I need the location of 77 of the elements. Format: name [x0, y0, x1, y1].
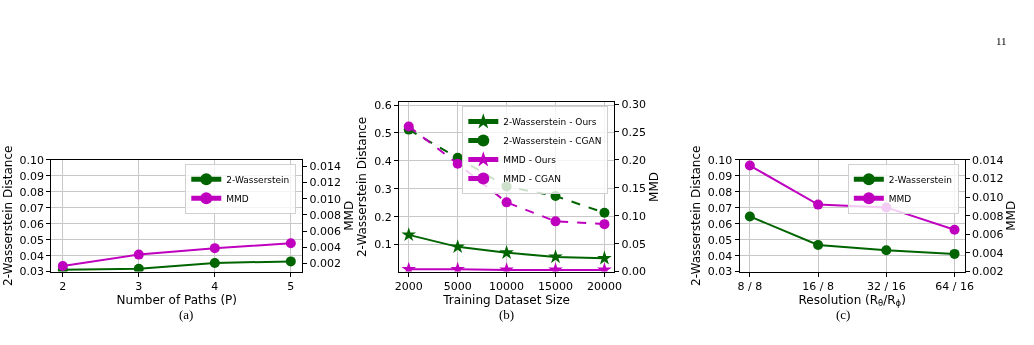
text: (a) [179, 307, 194, 322]
y-tick-label: 0.08 [19, 185, 45, 199]
y-tick-label: 0.03 [707, 265, 733, 279]
y-tick-label: 0.09 [707, 169, 733, 183]
y2-tick-label: 0.008 [309, 208, 341, 222]
y2-tick-label: 0.014 [972, 153, 1004, 167]
y2-tick-label: 0.006 [972, 228, 1004, 242]
y-tick-label: 0.5 [374, 126, 392, 140]
y-tick-label: 0.04 [707, 249, 733, 263]
legend-label: 2-Wasserstein [888, 174, 952, 185]
y-tick-label: 0.06 [707, 217, 733, 231]
y2-axis-title: MMD [341, 200, 356, 231]
y2-tick-label: 0.20 [621, 153, 647, 167]
y-tick-label: 0.09 [19, 169, 45, 183]
y2-tick-label: 0.05 [621, 237, 647, 251]
y-tick-label: 0.1 [374, 238, 392, 252]
x-tick-label: 5000 [443, 279, 472, 293]
y2-tick-label: 0.15 [621, 181, 647, 195]
y-tick-label: 0.10 [707, 153, 733, 167]
x-tick-label: 16 / 8 [802, 279, 834, 293]
x-tick-label: 10000 [489, 279, 525, 293]
y2-tick-label: 0.25 [621, 125, 647, 139]
y-tick-label: 0.03 [19, 265, 45, 279]
x-tick-label: 5 [287, 279, 295, 293]
y2-tick-label: 0.012 [972, 172, 1004, 186]
text: 11 [996, 35, 1007, 47]
text: (b) [499, 307, 515, 322]
y-tick-label: 0.05 [19, 233, 45, 247]
y2-tick-label: 0.014 [309, 160, 341, 174]
y2-tick-label: 0.010 [309, 192, 341, 206]
x-axis-title: Number of Paths (P) [116, 292, 238, 307]
y-tick-label: 0.10 [19, 153, 45, 167]
y-tick-label: 0.4 [374, 154, 392, 168]
x-tick-label: 20000 [586, 279, 622, 293]
x-tick-label: 2 [59, 279, 67, 293]
y-tick-label: 0.3 [374, 182, 392, 196]
y2-tick-label: 0.004 [972, 246, 1004, 260]
legend-label: 2-Wasserstein [226, 174, 290, 185]
y-tick-label: 0.07 [707, 201, 733, 215]
y2-tick-label: 0.010 [972, 191, 1004, 205]
y-tick-label: 0.04 [19, 249, 45, 263]
y-axis-title: 2-Wasserstein Distance [0, 145, 15, 286]
legend-label: 2-Wasserstein - Ours [503, 117, 597, 128]
y2-axis-title: MMD [1004, 200, 1019, 231]
y2-tick-label: 0.30 [621, 97, 647, 111]
x-axis-title: Resolution (R$_{θ}$/R$_{ϕ}$) [798, 292, 906, 309]
x-tick-label: 4 [211, 279, 219, 293]
y-tick-label: 0.07 [19, 201, 45, 215]
x-tick-label: 15000 [538, 279, 574, 293]
legend-label: MMD - CGAN [503, 174, 561, 185]
y2-tick-label: 0.10 [621, 209, 647, 223]
y2-tick-label: 0.00 [621, 265, 647, 279]
y-tick-label: 0.06 [19, 217, 45, 231]
y2-tick-label: 0.002 [972, 265, 1004, 279]
x-tick-label: 32 / 16 [866, 279, 906, 293]
x-tick-label: 8 / 8 [737, 279, 763, 293]
text: (c) [836, 307, 851, 322]
y-tick-label: 0.2 [374, 210, 392, 224]
legend-label: 2-Wasserstein - CGAN [503, 136, 602, 147]
legend-label: MMD [226, 193, 249, 204]
y2-axis-title: MMD [646, 171, 661, 202]
legend-label: MMD - Ours [503, 155, 557, 166]
y-axis-title: 2-Wasserstein Distance [355, 116, 370, 258]
x-tick-label: 64 / 16 [935, 279, 974, 293]
y-tick-label: 0.05 [707, 233, 733, 247]
y-tick-label: 0.6 [374, 98, 392, 112]
x-tick-label: 3 [135, 279, 143, 293]
y2-tick-label: 0.004 [309, 241, 341, 255]
y2-tick-label: 0.002 [309, 257, 341, 271]
x-axis-title: Training Dataset Size [442, 292, 570, 307]
legend-label: MMD [888, 193, 912, 204]
y2-tick-label: 0.008 [972, 209, 1004, 223]
y-tick-label: 0.08 [707, 185, 733, 199]
y-axis-title: 2-Wasserstein Distance [689, 145, 704, 286]
x-tick-label: 2000 [394, 279, 423, 293]
y2-tick-label: 0.006 [309, 225, 341, 238]
y2-tick-label: 0.012 [309, 176, 341, 190]
